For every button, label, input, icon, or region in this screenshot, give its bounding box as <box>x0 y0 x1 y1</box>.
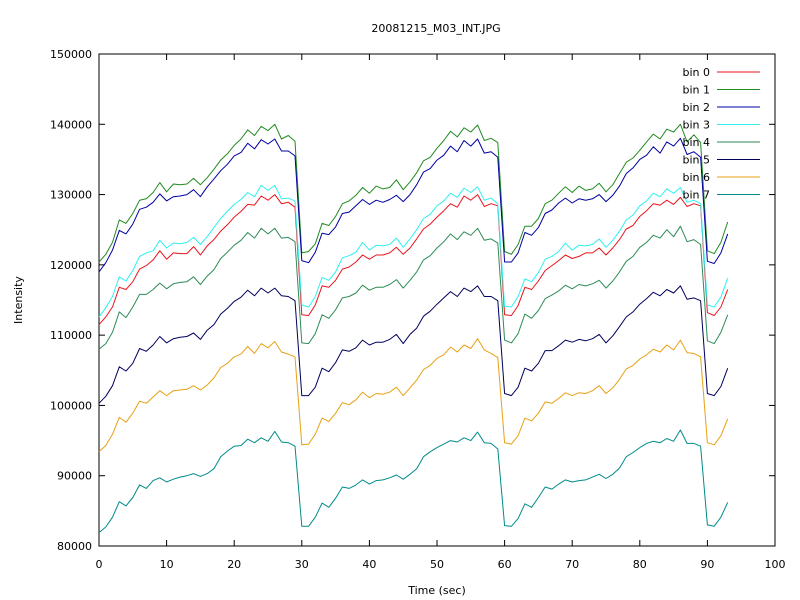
y-tick-label: 120000 <box>50 259 92 272</box>
series-line-bin-1 <box>98 123 729 263</box>
series-line-bin-0 <box>98 194 729 325</box>
x-tick-label: 0 <box>96 558 103 571</box>
x-tick-label: 50 <box>430 558 444 571</box>
legend-label-bin-2: bin 2 <box>682 101 710 114</box>
x-axis-label: Time (sec) <box>407 584 466 597</box>
x-tick-label: 90 <box>700 558 714 571</box>
legend-label-bin-3: bin 3 <box>682 119 710 132</box>
chart-title: 20081215_M03_INT.JPG <box>371 22 500 35</box>
y-tick-label: 80000 <box>57 540 92 553</box>
x-tick-label: 20 <box>227 558 241 571</box>
y-tick-label: 150000 <box>50 48 92 61</box>
y-tick-label: 130000 <box>50 189 92 202</box>
legend-label-bin-7: bin 7 <box>682 189 710 202</box>
x-tick-label: 30 <box>295 558 309 571</box>
series-line-bin-2 <box>98 137 729 273</box>
x-tick-label: 40 <box>362 558 376 571</box>
x-tick-label: 60 <box>498 558 512 571</box>
x-tick-label: 100 <box>765 558 786 571</box>
y-tick-label: 90000 <box>57 470 92 483</box>
legend: bin 0 bin 1 bin 2 bin 3 bin 4 bin 5 bin 6 bin 7 <box>682 66 760 202</box>
y-tick-label: 100000 <box>50 399 92 412</box>
x-tick-label: 80 <box>633 558 647 571</box>
x-tick-label: 10 <box>160 558 174 571</box>
legend-label-bin-5: bin 5 <box>682 154 710 167</box>
legend-label-bin-1: bin 1 <box>682 84 710 97</box>
series-line-bin-4 <box>98 225 729 350</box>
y-tick-label: 110000 <box>50 329 92 342</box>
legend-label-bin-6: bin 6 <box>682 171 710 184</box>
series-line-bin-5 <box>98 285 729 404</box>
y-tick-label: 140000 <box>50 118 92 131</box>
axis-ticks: 0 10 20 30 40 50 60 70 80 90 100 80000 90000 100000 11… <box>50 48 786 571</box>
x-tick-label: 70 <box>565 558 579 571</box>
series-line-bin-3 <box>98 184 729 318</box>
y-axis-label: Intensity <box>12 276 25 324</box>
series-line-bin-6 <box>98 338 729 453</box>
legend-label-bin-0: bin 0 <box>682 66 710 79</box>
legend-label-bin-4: bin 4 <box>682 136 710 149</box>
series-lines <box>98 123 729 533</box>
series-line-bin-7 <box>98 429 729 533</box>
